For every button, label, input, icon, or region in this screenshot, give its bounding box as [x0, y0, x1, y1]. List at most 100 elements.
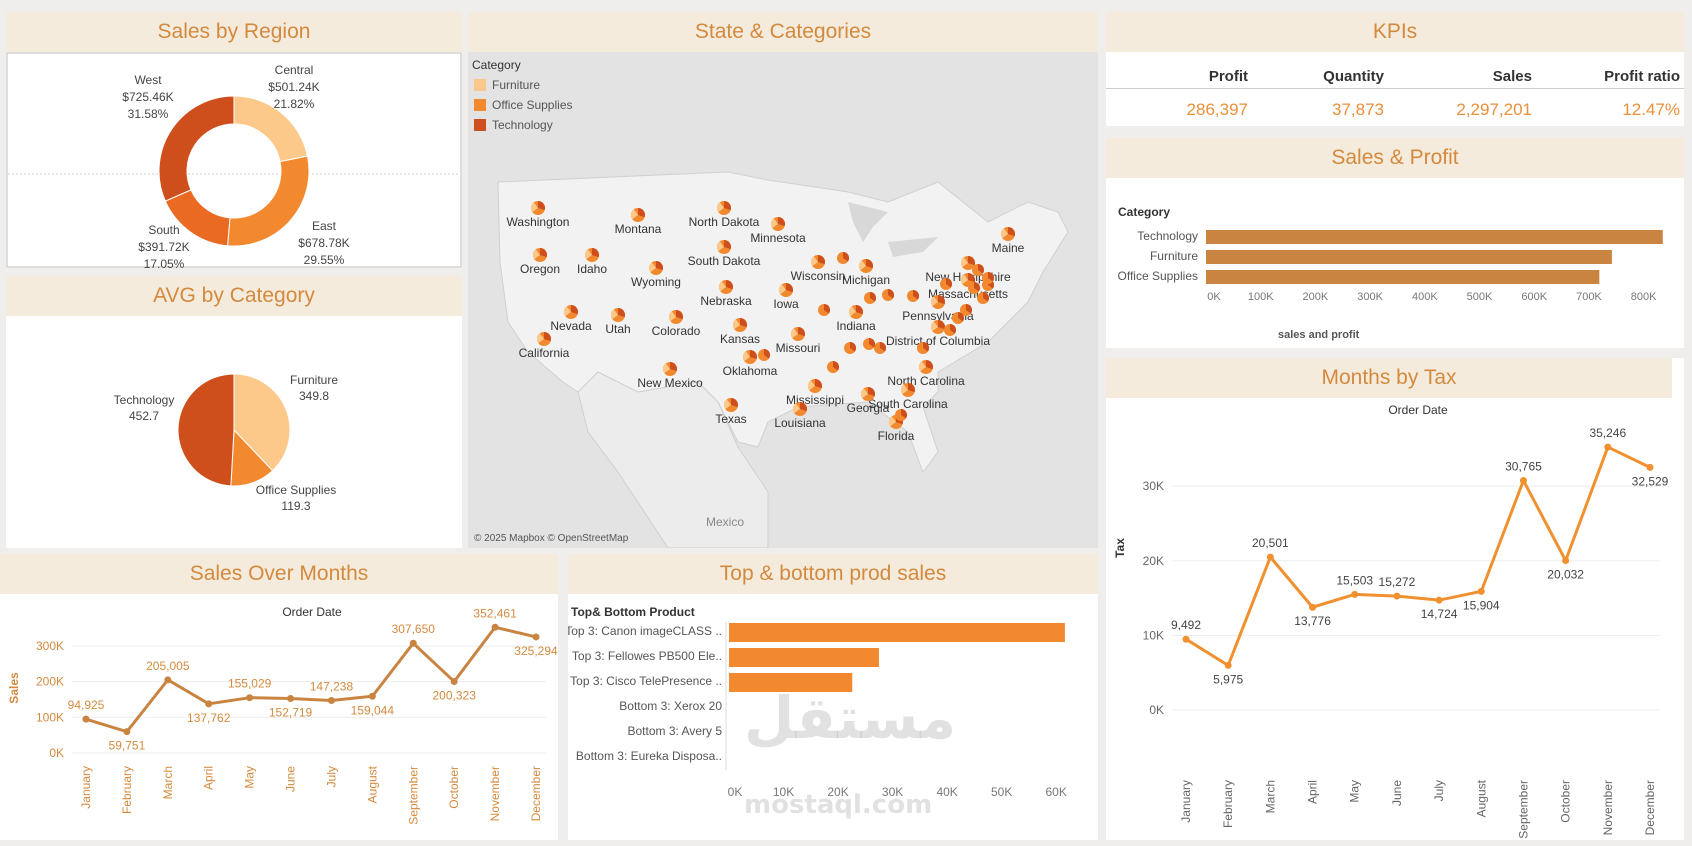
- y-tick-label: 0K: [1149, 703, 1164, 717]
- avg-pie-chart[interactable]: Furniture 349.8 Office Supplies 119.3 Techno…: [6, 316, 462, 548]
- state-pie-colorado[interactable]: [669, 310, 683, 324]
- state-pie-pennsylvania[interactable]: [931, 295, 945, 309]
- state-pie[interactable]: [827, 361, 839, 373]
- state-pie-georgia[interactable]: [861, 387, 875, 401]
- state-pie-south-dakota[interactable]: [717, 240, 731, 254]
- state-pie[interactable]: [874, 342, 886, 354]
- state-pie[interactable]: [944, 324, 956, 336]
- x-tick-label: July: [324, 766, 338, 787]
- state-categories-panel: State & Categories Mexico Washington Monta…: [468, 12, 1098, 548]
- state-pie[interactable]: [895, 409, 907, 421]
- state-pie[interactable]: [818, 304, 830, 316]
- state-pie-kansas[interactable]: [733, 318, 748, 332]
- state-pie[interactable]: [952, 312, 964, 324]
- x-tick-label: August: [1474, 779, 1488, 817]
- state-pie-iowa[interactable]: [779, 283, 793, 297]
- state-pie-technology: [866, 259, 873, 269]
- state-pie-technology: [571, 305, 578, 315]
- state-pie-technology: [868, 387, 875, 397]
- x-tick-label: 40K: [936, 785, 957, 799]
- state-pie-mississippi[interactable]: [808, 379, 822, 393]
- region-donut-chart[interactable]: Central $501.24K 21.82% East $678.78K 29.55% S…: [6, 52, 462, 268]
- state-pie-minnesota[interactable]: [771, 217, 785, 231]
- us-map[interactable]: Mexico Washington Montana North Dakota Minne…: [468, 52, 1098, 548]
- state-pie-utah[interactable]: [611, 308, 625, 322]
- state-pie-oklahoma[interactable]: [743, 350, 757, 364]
- state-pie-north-dakota[interactable]: [717, 201, 731, 215]
- state-pie-furniture: [663, 363, 670, 374]
- state-pie-wisconsin[interactable]: [811, 255, 825, 269]
- state-pie[interactable]: [960, 304, 972, 316]
- data-point: [1393, 592, 1401, 600]
- state-pie-new-hampshire[interactable]: [961, 256, 976, 270]
- state-pie-district-of-columbia[interactable]: [931, 319, 946, 334]
- state-pie-indiana[interactable]: [849, 305, 863, 319]
- state-pie-furniture: [1001, 228, 1008, 239]
- state-pie-montana[interactable]: [631, 208, 645, 222]
- state-pie-north-carolina[interactable]: [919, 360, 933, 374]
- state-label: Minnesota: [750, 231, 806, 245]
- kpi-header-profit: Profit: [1208, 68, 1248, 85]
- avg-label-name: Office Supplies: [256, 483, 337, 497]
- state-pie-furniture: [585, 249, 592, 260]
- state-pie-furniture: [724, 399, 731, 410]
- data-point: [1224, 661, 1232, 669]
- state-pie[interactable]: [864, 292, 876, 304]
- data-point: [1435, 596, 1443, 604]
- state-pie-technology: [778, 217, 785, 227]
- state-pie-washington[interactable]: [531, 201, 545, 215]
- legend-item-furniture[interactable]: Furniture: [474, 78, 540, 92]
- state-pie-maine[interactable]: [1001, 227, 1015, 241]
- sales-line-chart[interactable]: 0K 100K 200K 300K 94,925 January 59,751 Februar…: [0, 594, 558, 840]
- legend-item-office-supplies[interactable]: Office Supplies: [474, 98, 573, 112]
- state-pie-technology: [724, 201, 731, 211]
- y-tick-label: 100K: [36, 710, 64, 724]
- state-pie[interactable]: [968, 282, 980, 294]
- state-pie-idaho[interactable]: [585, 248, 599, 262]
- state-pie-california[interactable]: [537, 332, 551, 346]
- state-pie[interactable]: [844, 342, 856, 354]
- data-label: 15,904: [1463, 598, 1500, 612]
- data-point: [409, 639, 417, 647]
- legend-label: Furniture: [492, 78, 541, 92]
- state-pie[interactable]: [907, 290, 919, 302]
- x-axis-title: sales and profit: [1278, 329, 1360, 341]
- state-pie-south-carolina[interactable]: [901, 383, 915, 397]
- state-pie-nebraska[interactable]: [719, 280, 733, 294]
- state-pie-louisiana[interactable]: [793, 402, 807, 416]
- state-pie-texas[interactable]: [724, 398, 738, 412]
- state-pie[interactable]: [977, 292, 989, 304]
- axis-title: Category: [1118, 205, 1170, 219]
- state-pie-nevada[interactable]: [564, 305, 578, 319]
- state-pie-wyoming[interactable]: [649, 261, 663, 275]
- tax-line-chart[interactable]: 0K 10K 20K 30K 9,492 January 5,975 February 20,5…: [1106, 398, 1684, 840]
- sales-profit-bar-chart[interactable]: Category sales and profit Technology Furnit…: [1106, 178, 1684, 348]
- state-label: Texas: [715, 412, 746, 426]
- legend-item-technology[interactable]: Technology: [474, 118, 553, 132]
- state-pie-technology: [618, 308, 625, 318]
- top-bottom-bar-chart[interactable]: Top& Bottom Product Top 3: Canon imageCLA…: [568, 594, 1098, 840]
- x-tick-label: 600K: [1521, 291, 1547, 303]
- state-pie-oregon[interactable]: [533, 248, 547, 262]
- state-pie-michigan[interactable]: [859, 259, 873, 273]
- state-pie[interactable]: [863, 338, 875, 350]
- bar-category-label: Technology: [1137, 229, 1198, 243]
- state-pie-new-mexico[interactable]: [663, 362, 677, 376]
- map-attribution[interactable]: © 2025 Mapbox © OpenStreetMap: [474, 533, 629, 544]
- state-pie[interactable]: [882, 289, 895, 301]
- state-pie[interactable]: [972, 264, 984, 276]
- panel-title: Months by Tax: [1106, 358, 1672, 398]
- state-pie-furniture: [564, 306, 571, 317]
- state-pie[interactable]: [837, 252, 849, 264]
- state-pie-furniture: [649, 262, 656, 273]
- state-pie[interactable]: [917, 342, 929, 354]
- state-pie[interactable]: [758, 349, 770, 361]
- legend-label: Office Supplies: [492, 98, 573, 112]
- state-label: Nebraska: [700, 294, 752, 308]
- state-pie-missouri[interactable]: [791, 327, 805, 341]
- panel-border: [6, 52, 462, 268]
- kpi-header-quantity: Quantity: [1323, 68, 1384, 85]
- state-pie[interactable]: [940, 278, 952, 290]
- state-pie-technology: [800, 402, 807, 412]
- state-pie[interactable]: [982, 272, 995, 284]
